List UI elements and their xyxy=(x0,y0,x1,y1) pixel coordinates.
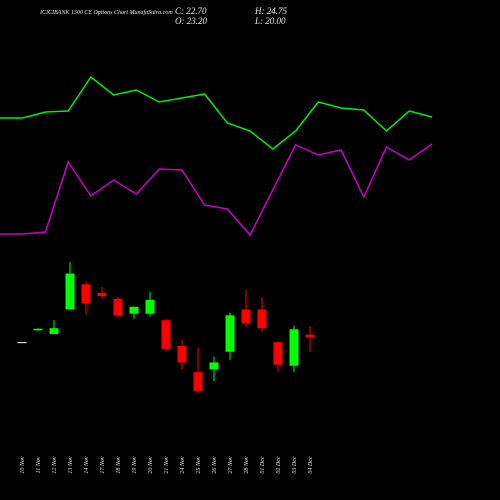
candle-body xyxy=(177,345,187,363)
candle-body xyxy=(193,372,203,391)
indicator-line xyxy=(0,143,433,237)
candle-body xyxy=(241,309,251,324)
candle-body xyxy=(145,299,155,314)
candle-body xyxy=(17,342,27,344)
x-tick-label: 10 Nov xyxy=(20,456,26,474)
x-tick-label: 04 Dec xyxy=(307,456,314,473)
candle-body xyxy=(113,298,123,316)
x-tick-label: 19 Nov xyxy=(132,456,138,474)
x-tick-label: 03 Dec xyxy=(292,456,298,473)
x-tick-label: 28 Nov xyxy=(244,456,250,474)
open-label: O: 23.20 xyxy=(175,16,207,26)
x-tick-label: 02 Dec xyxy=(276,456,282,473)
x-tick-label: 17 Nov xyxy=(100,456,106,474)
x-tick-label: 13 Nov xyxy=(68,456,74,474)
candle-body xyxy=(305,334,315,338)
candle-body xyxy=(49,328,59,335)
x-tick-label: 21 Nov xyxy=(164,456,170,474)
candle-body xyxy=(129,306,139,314)
candle-body xyxy=(33,328,43,331)
x-tick-label: 01 Dec xyxy=(260,456,266,473)
candle-body xyxy=(97,292,107,297)
candle-body xyxy=(257,309,267,329)
x-tick-label: 20 Nov xyxy=(148,456,154,474)
x-tick-label: 26 Nov xyxy=(212,456,218,474)
candle-body xyxy=(289,329,299,366)
x-tick-label: 12 Nov xyxy=(52,456,58,474)
close-label: C: 22.70 xyxy=(175,6,207,16)
indicator-line xyxy=(0,75,433,150)
x-tick-label: 27 Nov xyxy=(228,456,234,474)
x-tick-label: 25 Nov xyxy=(196,456,202,474)
x-tick-label: 14 Nov xyxy=(83,456,90,474)
high-label: H: 24.75 xyxy=(254,6,287,16)
x-tick-label: 18 Nov xyxy=(116,456,122,474)
x-tick-label: 24 Nov xyxy=(179,456,186,474)
candle-body xyxy=(209,362,219,370)
x-tick-label: 11 Nov xyxy=(36,456,42,473)
candle-body xyxy=(161,320,171,350)
candle-body xyxy=(225,315,235,352)
candle-body xyxy=(273,342,283,365)
candle-body xyxy=(81,284,91,304)
candle-body xyxy=(65,273,75,310)
chart-title: ICICIBANK 1300 CE Options Chart MunafaSu… xyxy=(39,9,173,16)
low-label: L: 20.00 xyxy=(254,16,286,26)
